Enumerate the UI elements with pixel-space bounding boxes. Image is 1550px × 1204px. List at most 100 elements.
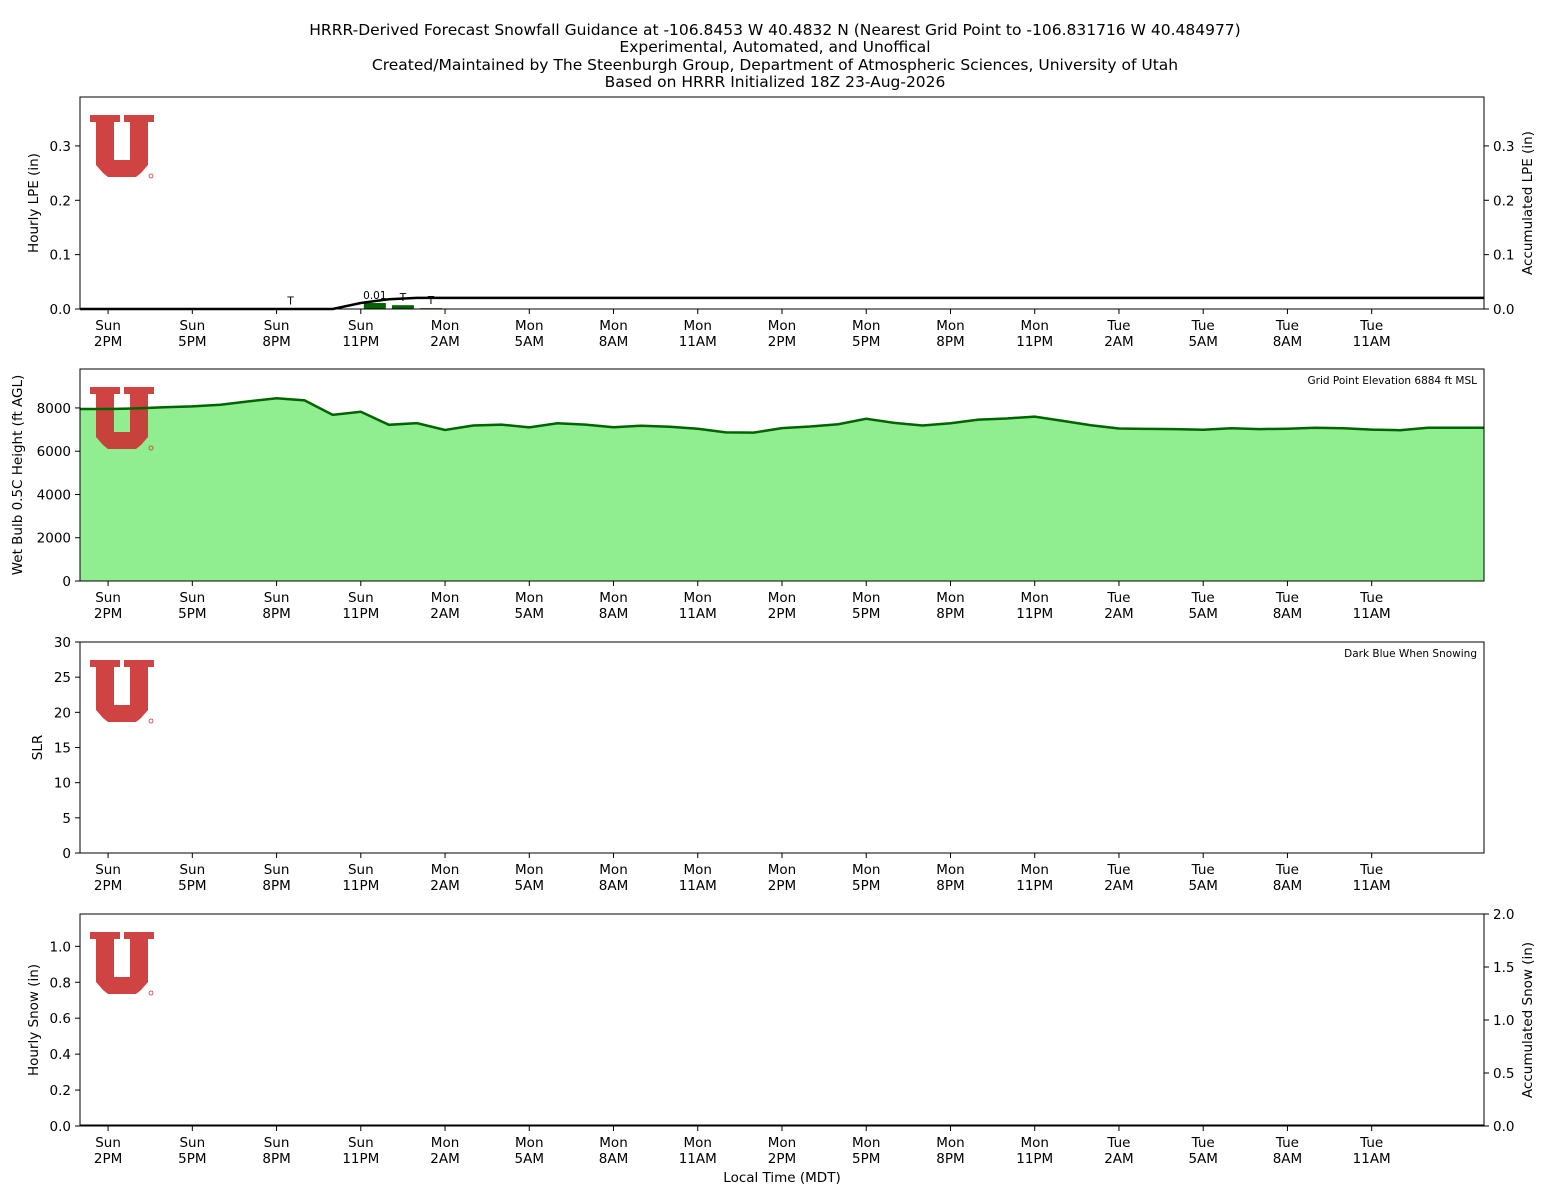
- y-tick-label: 0.0: [50, 1119, 71, 1135]
- figure-init-time: Based on HRRR Initialized 18Z 23-Aug-202…: [0, 74, 1550, 91]
- y-right-tick-label: 0.0: [1493, 1119, 1514, 1135]
- x-tick-time: 11AM: [679, 606, 717, 622]
- y-tick-label: 25: [54, 670, 71, 686]
- x-tick-time: 11AM: [1353, 878, 1391, 894]
- x-tick-day: Mon: [515, 318, 543, 334]
- x-tick-day: Mon: [936, 590, 964, 606]
- x-tick-time: 5PM: [852, 334, 880, 350]
- x-tick-day: Sun: [95, 862, 121, 878]
- x-tick-time: 2AM: [1104, 606, 1133, 622]
- x-tick-day: Sun: [348, 1135, 374, 1151]
- x-tick-day: Mon: [684, 862, 712, 878]
- x-tick-time: 11PM: [342, 334, 379, 350]
- y-tick-label: 4000: [37, 487, 71, 503]
- x-tick-day: Sun: [348, 862, 374, 878]
- x-tick-time: 2AM: [430, 606, 459, 622]
- x-tick-day: Mon: [515, 1135, 543, 1151]
- plot-frame: [80, 914, 1484, 1126]
- x-tick-time: 11PM: [342, 1151, 379, 1167]
- lpe-bar-label: 0.01: [363, 290, 386, 302]
- x-tick-day: Tue: [1106, 862, 1130, 878]
- x-tick-day: Mon: [852, 318, 880, 334]
- x-tick-day: Sun: [179, 862, 205, 878]
- y-tick-label: 6000: [37, 444, 71, 460]
- x-tick-time: 2PM: [94, 878, 122, 894]
- y-tick-label: 15: [54, 741, 71, 757]
- x-tick-day: Mon: [431, 1135, 459, 1151]
- plot-frame: [80, 97, 1484, 309]
- x-tick-day: Sun: [95, 318, 121, 334]
- x-tick-time: 2PM: [768, 334, 796, 350]
- x-tick-day: Mon: [599, 318, 627, 334]
- x-tick-time: 5AM: [1188, 334, 1217, 350]
- y-right-axis-label: Accumulated LPE (in): [1520, 131, 1536, 275]
- x-tick-day: Mon: [431, 862, 459, 878]
- x-tick-time: 5PM: [852, 1151, 880, 1167]
- x-tick-day: Tue: [1275, 862, 1299, 878]
- x-tick-time: 11PM: [1016, 878, 1053, 894]
- x-tick-time: 11PM: [1016, 334, 1053, 350]
- x-tick-time: 5AM: [515, 606, 544, 622]
- y-right-tick-label: 0.0: [1493, 302, 1514, 318]
- x-tick-time: 5PM: [178, 606, 206, 622]
- x-tick-day: Tue: [1359, 1135, 1383, 1151]
- x-tick-day: Mon: [768, 862, 796, 878]
- y-tick-label: 0.8: [50, 975, 71, 991]
- y-right-axis-label: Accumulated Snow (in): [1520, 942, 1536, 1098]
- x-tick-day: Mon: [684, 1135, 712, 1151]
- y-tick-label: 0: [62, 846, 71, 862]
- x-tick-day: Mon: [852, 590, 880, 606]
- y-tick-label: 5: [62, 811, 71, 827]
- x-tick-day: Sun: [95, 590, 121, 606]
- x-tick-day: Sun: [264, 318, 290, 334]
- panel-annotation: Dark Blue When Snowing: [1344, 648, 1477, 660]
- y-right-tick-label: 0.2: [1493, 193, 1514, 209]
- x-tick-time: 2PM: [768, 878, 796, 894]
- y-right-tick-label: 0.3: [1493, 139, 1514, 155]
- logo-u-shape: [90, 660, 154, 722]
- x-tick-day: Mon: [599, 1135, 627, 1151]
- wetbulb-area: [80, 398, 1484, 581]
- x-tick-day: Tue: [1106, 318, 1130, 334]
- x-tick-day: Sun: [179, 318, 205, 334]
- x-tick-time: 11AM: [679, 334, 717, 350]
- x-tick-time: 11PM: [342, 606, 379, 622]
- x-tick-time: 8PM: [262, 878, 290, 894]
- lpe-bar-label: T: [286, 296, 294, 308]
- x-tick-day: Sun: [348, 590, 374, 606]
- x-tick-time: 11AM: [1353, 606, 1391, 622]
- lpe-bar-label: T: [399, 292, 407, 304]
- y-right-tick-label: 0.1: [1493, 248, 1514, 264]
- panel-annotation: Grid Point Elevation 6884 ft MSL: [1308, 375, 1478, 387]
- x-tick-time: 11PM: [342, 878, 379, 894]
- x-tick-day: Sun: [264, 1135, 290, 1151]
- x-tick-day: Mon: [852, 1135, 880, 1151]
- x-tick-time: 5PM: [178, 1151, 206, 1167]
- y-axis-label: Hourly Snow (in): [26, 964, 42, 1076]
- figure-credit: Created/Maintained by The Steenburgh Gro…: [0, 57, 1550, 74]
- logo-registered-mark: [149, 719, 153, 723]
- x-tick-day: Mon: [684, 590, 712, 606]
- x-tick-time: 2AM: [430, 334, 459, 350]
- y-right-tick-label: 1.5: [1493, 960, 1514, 976]
- x-tick-time: 8AM: [1273, 1151, 1302, 1167]
- x-tick-time: 5AM: [515, 1151, 544, 1167]
- x-tick-day: Mon: [936, 862, 964, 878]
- x-tick-day: Sun: [179, 590, 205, 606]
- y-tick-label: 10: [54, 776, 71, 792]
- x-tick-day: Tue: [1275, 590, 1299, 606]
- x-tick-time: 8AM: [1273, 878, 1302, 894]
- x-tick-day: Mon: [1020, 318, 1048, 334]
- x-tick-time: 5AM: [1188, 606, 1217, 622]
- university-logo-icon: [90, 660, 154, 723]
- logo-registered-mark: [149, 991, 153, 995]
- x-tick-time: 8PM: [936, 1151, 964, 1167]
- x-tick-day: Sun: [348, 318, 374, 334]
- x-tick-time: 8AM: [599, 1151, 628, 1167]
- x-tick-day: Sun: [179, 1135, 205, 1151]
- x-tick-day: Mon: [768, 1135, 796, 1151]
- x-tick-time: 8PM: [936, 606, 964, 622]
- x-tick-day: Mon: [768, 318, 796, 334]
